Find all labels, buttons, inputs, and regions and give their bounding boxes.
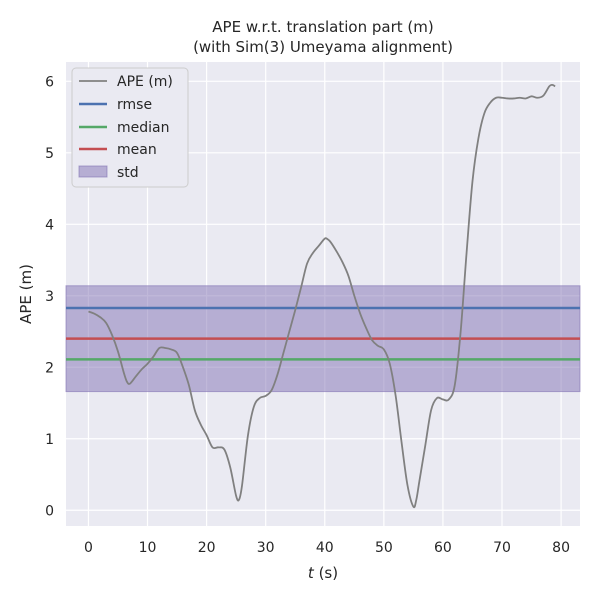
legend-std-label: std — [117, 165, 139, 181]
x-tick-label: 10 — [139, 540, 157, 556]
x-tick-label: 20 — [198, 540, 216, 556]
y-tick-label: 1 — [45, 432, 54, 448]
x-tick-label: 30 — [257, 540, 275, 556]
y-tick-label: 2 — [45, 360, 54, 376]
y-tick-label: 4 — [45, 217, 54, 233]
y-tick-label: 5 — [45, 146, 54, 162]
x-tick-label: 50 — [375, 540, 393, 556]
legend-rmse-label: rmse — [117, 97, 152, 113]
y-tick-labels: 0 1 2 3 4 5 6 — [45, 74, 54, 519]
x-tick-label: 60 — [434, 540, 452, 556]
legend-median-label: median — [117, 120, 169, 136]
y-tick-label: 0 — [45, 503, 54, 519]
legend-std-swatch — [78, 165, 108, 178]
legend-mean-label: mean — [117, 142, 157, 158]
legend-box — [71, 67, 189, 188]
series-group — [88, 83, 556, 509]
chart-title: APE w.r.t. translation part (m) — [212, 18, 433, 36]
y-axis-label: APE (m) — [17, 264, 35, 324]
gridlines — [66, 62, 580, 526]
x-tick-label: 0 — [84, 540, 93, 556]
x-axis-label-unit: (s) — [314, 564, 338, 582]
ape-series-line — [88, 83, 556, 509]
x-tick-label: 80 — [552, 540, 570, 556]
x-axis-label-var: t — [308, 564, 315, 582]
x-tick-labels: 0 10 20 30 40 50 60 70 80 — [84, 540, 570, 556]
y-tick-label: 3 — [45, 289, 54, 305]
x-axis-label: t (s) — [308, 564, 338, 582]
legend: APE (m) rmse median mean std — [71, 67, 189, 188]
legend-ape-label: APE (m) — [117, 74, 173, 90]
x-tick-label: 70 — [493, 540, 511, 556]
chart-subtitle: (with Sim(3) Umeyama alignment) — [193, 38, 453, 56]
x-tick-label: 40 — [316, 540, 334, 556]
y-tick-label: 6 — [45, 74, 54, 90]
